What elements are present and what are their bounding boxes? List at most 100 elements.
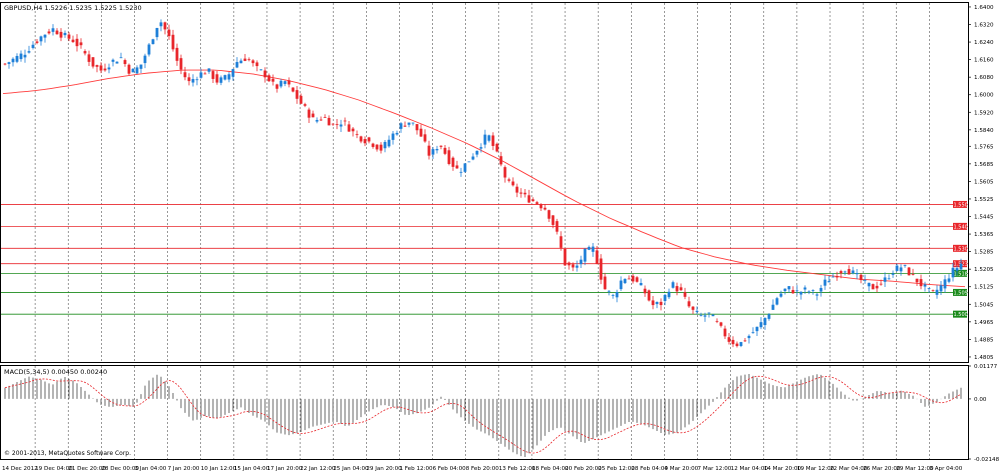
y-tick-label: 1.6000 bbox=[974, 93, 994, 99]
candle-body bbox=[139, 64, 143, 69]
candle-body bbox=[387, 139, 391, 147]
candle-body bbox=[127, 64, 131, 74]
y-tick-label: 1.6160 bbox=[974, 58, 994, 64]
level-tag bbox=[953, 200, 967, 208]
candle-body bbox=[703, 315, 707, 317]
candle-body bbox=[651, 300, 655, 306]
candle-body bbox=[191, 79, 195, 83]
macd-y-tick-label: 0.01177 bbox=[974, 364, 998, 370]
candle-body bbox=[631, 275, 635, 282]
candle-body bbox=[699, 315, 703, 317]
candle-body bbox=[627, 278, 631, 280]
candle-body bbox=[211, 71, 215, 79]
candle-body bbox=[747, 335, 751, 339]
candle-body bbox=[195, 79, 199, 81]
candle-body bbox=[871, 284, 875, 290]
x-tick-label: 22 Mar 04:00 bbox=[830, 466, 868, 472]
candle-body bbox=[103, 68, 107, 71]
candle-body bbox=[911, 274, 915, 275]
candle-body bbox=[943, 279, 947, 289]
candle-body bbox=[107, 67, 111, 70]
x-tick-label: 21 Dec 20:00 bbox=[68, 466, 106, 472]
candle-body bbox=[267, 75, 271, 82]
candle-body bbox=[867, 282, 871, 287]
candle-body bbox=[743, 340, 747, 342]
candle-body bbox=[523, 192, 527, 195]
candle-body bbox=[895, 265, 899, 271]
x-tick-label: 3 Jan 04:00 bbox=[134, 466, 166, 472]
candle-body bbox=[511, 181, 515, 186]
candle-body bbox=[831, 276, 835, 278]
candle-body bbox=[811, 290, 815, 291]
candle-body bbox=[287, 80, 291, 85]
macd-histogram bbox=[4, 373, 962, 458]
x-tick-label: 7 Mar 12:00 bbox=[698, 466, 732, 472]
candle-body bbox=[295, 90, 299, 99]
level-label: 1.5000 bbox=[954, 312, 972, 318]
candle-body bbox=[515, 186, 519, 193]
candle-body bbox=[47, 31, 51, 34]
candle-body bbox=[55, 30, 59, 35]
candle-body bbox=[767, 314, 771, 319]
candle-body bbox=[99, 65, 103, 71]
x-tick-label: 28 Feb 04:00 bbox=[631, 466, 668, 472]
candle-body bbox=[255, 62, 259, 67]
candle-body bbox=[315, 119, 319, 122]
candle-body bbox=[559, 236, 563, 248]
candle-body bbox=[231, 69, 235, 77]
candle-body bbox=[179, 58, 183, 70]
macd-title: MACD(5,34,5) 0.00450 0.00240 bbox=[4, 368, 107, 376]
candle-body bbox=[663, 294, 667, 301]
candle-body bbox=[171, 34, 175, 50]
candle-body bbox=[163, 22, 167, 30]
x-tick-label: 1 Feb 12:00 bbox=[399, 466, 433, 472]
y-tick-label: 1.6240 bbox=[974, 40, 994, 46]
candle-body bbox=[879, 283, 883, 285]
candle-body bbox=[891, 273, 895, 275]
macd-signal-line bbox=[4, 375, 962, 454]
candle-body bbox=[407, 122, 411, 125]
candle-body bbox=[507, 179, 511, 181]
candle-body bbox=[599, 258, 603, 280]
candle-body bbox=[939, 285, 943, 292]
x-tick-label: 8 Feb 20:00 bbox=[466, 466, 500, 472]
candle-body bbox=[203, 73, 207, 75]
candle-body bbox=[783, 288, 787, 292]
candle-body bbox=[647, 290, 651, 301]
candle-body bbox=[199, 72, 203, 78]
candle-body bbox=[383, 141, 387, 149]
candle-body bbox=[799, 291, 803, 295]
macd-panel-border bbox=[0, 365, 969, 460]
candle-body bbox=[635, 277, 639, 282]
x-tick-label: 28 Dec 00:00 bbox=[101, 466, 139, 472]
candle-body bbox=[711, 314, 715, 317]
y-tick-label: 1.6080 bbox=[974, 75, 994, 81]
macd-y-tick-label: 0.00 bbox=[974, 397, 987, 403]
candle-body bbox=[959, 263, 963, 270]
candle-body bbox=[863, 279, 867, 281]
candle-body bbox=[603, 276, 607, 290]
candle-body bbox=[239, 60, 243, 64]
candle-body bbox=[167, 29, 171, 37]
candle-body bbox=[123, 60, 127, 65]
candle-body bbox=[787, 286, 791, 290]
candle-body bbox=[803, 287, 807, 290]
candle-body bbox=[591, 246, 595, 252]
x-tick-label: 7 Jan 20:00 bbox=[168, 466, 200, 472]
candle-body bbox=[903, 264, 907, 266]
candle-body bbox=[327, 117, 331, 126]
candle-body bbox=[915, 278, 919, 283]
candle-body bbox=[779, 293, 783, 297]
y-tick-label: 1.5045 bbox=[974, 302, 994, 308]
candle-body bbox=[499, 156, 503, 165]
candle-body bbox=[347, 124, 351, 132]
candle-body bbox=[771, 304, 775, 310]
candle-body bbox=[175, 47, 179, 61]
candle-body bbox=[115, 61, 119, 64]
candle-body bbox=[259, 69, 263, 71]
candle-body bbox=[951, 267, 955, 278]
candle-body bbox=[435, 149, 439, 151]
level-tag bbox=[953, 244, 967, 252]
candle-body bbox=[531, 199, 535, 202]
